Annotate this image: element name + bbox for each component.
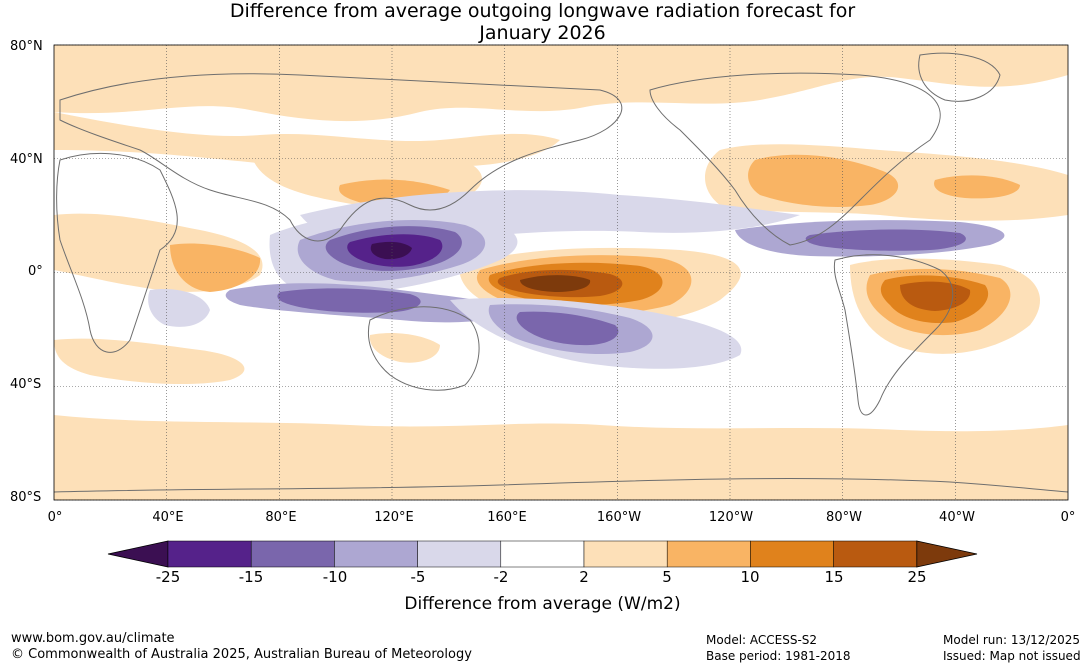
- anomaly-region-central-pacific-peak: [520, 275, 591, 292]
- anomaly-layer: [54, 45, 1068, 500]
- lon-label-160w: 160°W: [596, 510, 642, 525]
- anomaly-region-sw-indian-neg: [148, 289, 210, 327]
- anomaly-region-usa: [748, 154, 899, 207]
- lon-label-40e: 40°E: [152, 510, 184, 525]
- africa-outline: [56, 153, 178, 353]
- eurasia-outline: [59, 73, 623, 242]
- lat-label-80n: 80°N: [10, 39, 43, 54]
- lon-label-0-left: 0°: [47, 510, 63, 525]
- colorbar-tick: 15: [824, 568, 844, 586]
- lon-label-120w: 120°W: [708, 510, 754, 525]
- lat-label-40n: 40°N: [10, 152, 43, 167]
- australia-outline: [367, 306, 480, 391]
- colorbar-swatch: [167, 540, 252, 568]
- footer-copyright: © Commonwealth of Australia 2025, Austra…: [11, 647, 472, 662]
- lon-label-80e: 80°E: [265, 510, 297, 525]
- coastlines: [54, 52, 1068, 493]
- map-frame: [53, 44, 1069, 501]
- north-america-outline: [649, 72, 941, 246]
- colorbar-tick: 5: [662, 568, 672, 586]
- colorbar-tick: 2: [579, 568, 589, 586]
- footer-issued: Issued: Map not issued: [943, 649, 1081, 663]
- colorbar-tick: -10: [322, 568, 348, 586]
- colorbar-tick: -25: [155, 568, 181, 586]
- lon-label-160e: 160°E: [487, 510, 527, 525]
- colorbar-swatch: [750, 540, 834, 568]
- south-america-outline: [833, 254, 954, 416]
- colorbar-swatch: [583, 540, 668, 568]
- anomaly-region-spcz-strong: [516, 311, 619, 346]
- anomaly-region-wpac-peak: [370, 241, 412, 260]
- lon-label-120e: 120°E: [374, 510, 414, 525]
- colorbar-swatch: [500, 540, 585, 568]
- anomaly-region-australia: [369, 333, 440, 363]
- footer-website: www.bom.gov.au/climate: [11, 631, 175, 646]
- lon-label-40w: 40°W: [939, 510, 975, 525]
- map-title: Difference from average outgoing longwav…: [0, 0, 1085, 44]
- colorbar-swatch: [417, 540, 502, 568]
- footer-model-run: Model run: 13/12/2025: [943, 633, 1081, 647]
- colorbar-tick: 10: [740, 568, 760, 586]
- footer-base-period: Base period: 1981-2018: [706, 649, 851, 663]
- colorbar-swatches: [107, 540, 978, 568]
- colorbar-extend-low: [107, 540, 169, 568]
- antarctica-outline: [54, 478, 1068, 493]
- colorbar-label: Difference from average (W/m2): [404, 594, 681, 614]
- lat-label-80s: 80°S: [10, 490, 42, 505]
- colorbar-tick: -2: [493, 568, 509, 586]
- colorbar-extend-high: [916, 540, 978, 568]
- lon-label-80w: 80°W: [826, 510, 862, 525]
- colorbar-swatch: [833, 540, 918, 568]
- lat-label-equator: 0°: [28, 264, 43, 279]
- anomaly-region-arctic: [54, 45, 1068, 122]
- greenland-outline: [918, 52, 1001, 102]
- anomaly-region-caribbean-core: [805, 229, 966, 251]
- anomaly-region-indonesia-strong: [277, 288, 421, 313]
- colorbar-tick: -15: [238, 568, 264, 586]
- title-line-1: Difference from average outgoing longwav…: [229, 0, 856, 22]
- anomaly-region-indian-ocean: [170, 243, 261, 292]
- lon-label-0-right: 0°: [1060, 510, 1076, 525]
- colorbar-tick: 25: [907, 568, 927, 586]
- colorbar-tick: -5: [410, 568, 426, 586]
- colorbar-swatch: [666, 540, 751, 568]
- footer-model: Model: ACCESS-S2: [706, 633, 818, 647]
- title-line-2: January 2026: [479, 22, 606, 44]
- colorbar-swatch: [250, 540, 335, 568]
- lat-label-40s: 40°S: [10, 377, 42, 392]
- colorbar-swatch: [334, 540, 418, 568]
